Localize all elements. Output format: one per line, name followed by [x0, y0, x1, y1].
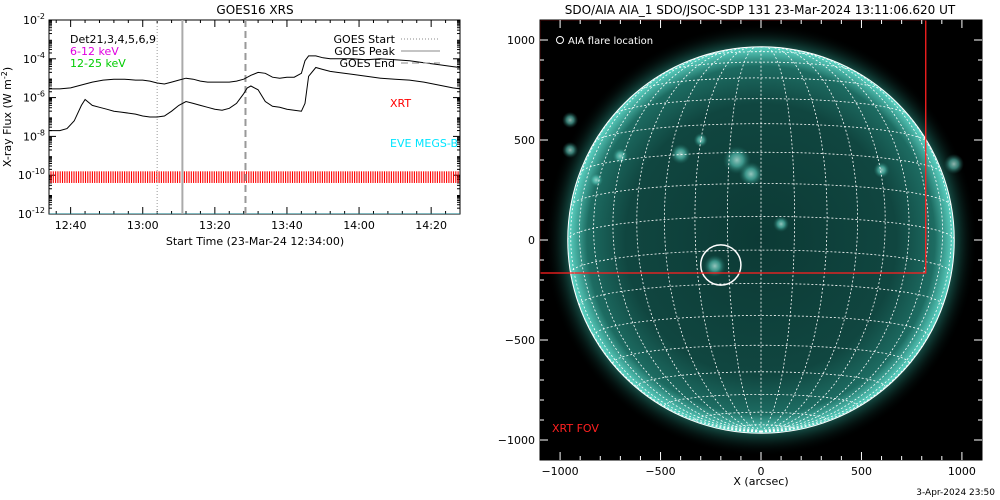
longitude-gridline [760, 46, 828, 433]
longitude-gridline [694, 46, 762, 433]
y-tick-exp: -8 [37, 128, 45, 137]
x-tick-label: −500 [645, 465, 675, 478]
timestamp: 3-Apr-2024 23:50 [916, 488, 995, 498]
solar-limb [567, 46, 955, 434]
y-tick-base: 10 [18, 208, 32, 221]
latitude-gridline [699, 51, 823, 58]
aia-plot: XRT FOV AIA flare location −1000 −500 0 500 1… [498, 19, 983, 478]
legend-right-entry: GOES Peak [334, 45, 395, 58]
xrt-fov-label: XRT FOV [552, 422, 599, 435]
y-tick-exp: -2 [37, 12, 45, 21]
latitude-gridline [579, 151, 943, 174]
y-tick-base: 10 [23, 14, 37, 27]
active-region-glow [943, 153, 964, 175]
active-region-glow [612, 147, 629, 165]
longitude-gridline [760, 46, 796, 433]
x-tick-label: 14:20 [415, 219, 447, 232]
y-tick-base: 10 [23, 53, 37, 66]
longitude-gridline [726, 46, 762, 433]
active-region-glow [589, 172, 604, 188]
xrt-fov-box [540, 20, 927, 274]
y-tick-label: 10-10 [18, 167, 45, 182]
y-tick-exp: -4 [37, 51, 45, 60]
goes-long-channel-line [49, 55, 460, 90]
x-tick-label: 1000 [948, 465, 976, 478]
active-region-glow [562, 141, 579, 159]
active-region-glow [738, 161, 764, 187]
eve-megs-b-label: EVE MEGS-B [390, 137, 458, 150]
active-region-glow [693, 132, 708, 148]
latitude-gridline [570, 249, 952, 274]
active-region-glow [670, 143, 691, 165]
longitude-gridline [593, 51, 762, 433]
longitude-gridline [760, 48, 910, 433]
legend-right-entry: GOES End [339, 57, 395, 70]
y-tick-label: 500 [514, 134, 535, 147]
goes-x-axis-label: Start Time (23-Mar-24 12:34:00) [166, 235, 344, 248]
latitude-gridline [694, 411, 828, 421]
x-tick-label: 13:40 [271, 219, 303, 232]
y-tick-label: 10-4 [23, 51, 45, 66]
x-tick-label: 13:20 [199, 219, 231, 232]
active-region-glow [562, 111, 579, 129]
y-tick-label: 10-12 [18, 206, 45, 221]
goes-title: GOES16 XRS [216, 3, 293, 17]
x-tick-label: 12:40 [55, 219, 87, 232]
xrt-label: XRT [390, 97, 411, 110]
y-tick-exp: -6 [37, 90, 45, 99]
longitude-gridline [760, 48, 886, 433]
legend-right-entry: GOES Start [334, 33, 396, 46]
y-tick-exp: -10 [32, 167, 45, 176]
legend-left-entry: 12-25 keV [70, 57, 126, 70]
aia-x-axis-label: X (arcsec) [733, 475, 788, 488]
y-tick-exp: -12 [32, 206, 45, 215]
active-region-glow [703, 254, 726, 278]
active-region-glow [873, 161, 890, 179]
y-tick-label: 10-8 [23, 128, 45, 143]
latitude-gridline [667, 61, 855, 72]
solar-disk [567, 46, 955, 434]
longitude-gridline [578, 57, 762, 433]
y-tick-label: −500 [505, 334, 535, 347]
legend-left-entry: 6-12 keV [70, 45, 119, 58]
goes-plot: 12:40 13:00 13:20 13:40 14:00 14:2010-1210-10… [18, 12, 461, 232]
aia-legend-text: AIA flare location [568, 36, 653, 47]
x-tick-label: 13:00 [127, 219, 159, 232]
longitude-gridline [636, 48, 762, 433]
y-tick-label: −1000 [498, 434, 535, 447]
longitude-gridline [760, 82, 952, 433]
x-tick-label: 0 [758, 465, 765, 478]
x-tick-label: 500 [851, 465, 872, 478]
longitude-gridline [612, 48, 762, 433]
legend-left-entry: Det21,3,4,5,6,9 [70, 33, 156, 46]
y-tick-base: 10 [23, 130, 37, 143]
goes-short-channel-line [49, 66, 460, 132]
y-tick-label: 10-6 [23, 90, 45, 105]
legend-circle-icon [556, 36, 564, 44]
longitude-gridline [760, 57, 944, 433]
longitude-gridline [663, 46, 762, 433]
y-tick-label: 0 [528, 234, 535, 247]
y-tick-base: 10 [23, 92, 37, 105]
latitude-gridline [612, 344, 910, 364]
longitude-gridline [570, 82, 762, 433]
goes-y-axis-label: X-ray Flux (W m-2) [0, 67, 14, 167]
y-tick-base: 10 [18, 169, 32, 182]
longitude-gridline [760, 51, 929, 433]
heliographic-grid [567, 46, 955, 433]
longitude-gridline [760, 46, 859, 433]
x-tick-label: 14:00 [343, 219, 375, 232]
x-tick-label: −1000 [541, 465, 578, 478]
flare-location-marker [699, 244, 742, 286]
y-tick-label: 1000 [507, 34, 535, 47]
active-region-glow [773, 215, 790, 233]
y-tick-label: 10-2 [23, 12, 45, 27]
aia-title: SDO/AIA AIA_1 SDO/JSOC-SDP 131 23-Mar-20… [565, 3, 956, 17]
